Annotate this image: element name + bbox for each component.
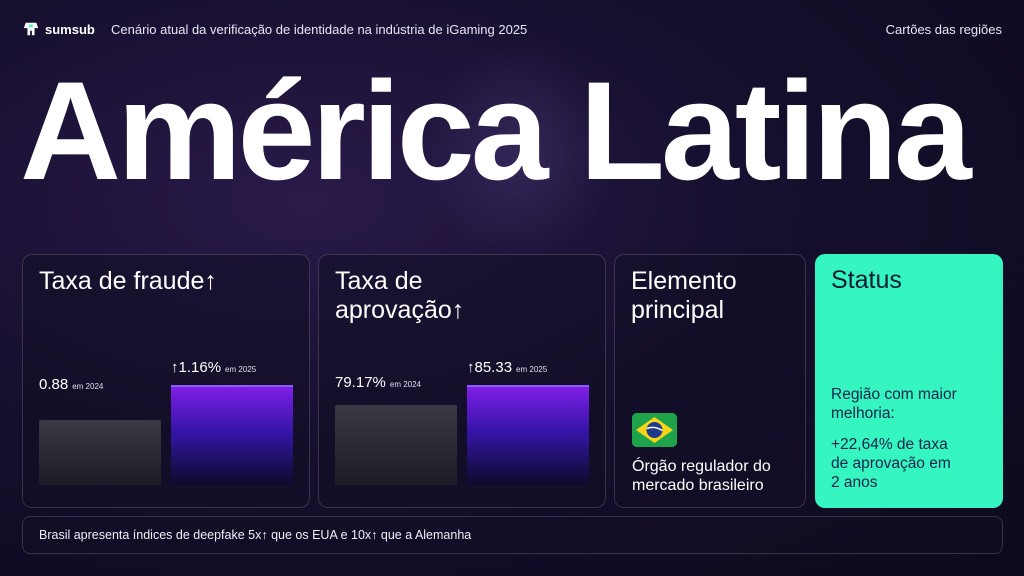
background-map-shape <box>420 40 620 260</box>
approval-2025-bar <box>467 385 589 485</box>
region-cards-link[interactable]: Cartões das regiões <box>885 22 1002 37</box>
sumsub-logo-icon <box>23 22 39 36</box>
approval-2024-bar <box>335 405 457 485</box>
brazil-flag-icon <box>632 413 677 447</box>
hero-title: América Latina <box>20 52 972 209</box>
fraud-rate-card: Taxa de fraude↑ 0.88 em 2024 ↑1.16% em 202… <box>22 254 310 508</box>
sumsub-logo[interactable]: sumsub <box>22 21 95 37</box>
top-bar: sumsub Cenário atual da verificação de i… <box>0 0 1024 60</box>
fraud-2024-bar <box>39 420 161 485</box>
fraud-2024-value: 0.88 em 2024 <box>39 376 104 393</box>
key-element-description: Órgão regulador do mercado brasileiro <box>632 458 771 494</box>
logo-text: sumsub <box>45 21 95 37</box>
approval-2024-value: 79.17% em 2024 <box>335 374 422 391</box>
approval-rate-title: Taxa de aprovação↑ <box>335 267 465 324</box>
fraud-rate-title: Taxa de fraude↑ <box>39 267 217 295</box>
key-element-card: Elemento principal <box>614 254 806 508</box>
footer-text: Brasil apresenta índices de deepfake 5x↑… <box>39 528 472 542</box>
report-title: Cenário atual da verificação de identida… <box>111 22 528 37</box>
fraud-2025-bar <box>171 385 293 485</box>
status-card: Status Região com maior melhoria: +22,64… <box>815 254 1003 508</box>
status-detail: +22,64% de taxa de aprovação em 2 anos <box>831 436 951 491</box>
key-element-title: Elemento principal <box>631 267 737 324</box>
approval-2025-value: ↑85.33 em 2025 <box>467 359 548 376</box>
status-highlight: Região com maior melhoria: <box>831 386 957 422</box>
approval-rate-card: Taxa de aprovação↑ 79.17% em 2024 ↑85.33 e… <box>318 254 606 508</box>
status-title: Status <box>831 266 902 294</box>
fraud-2025-value: ↑1.16% em 2025 <box>171 359 257 376</box>
deepfake-footer: Brasil apresenta índices de deepfake 5x↑… <box>22 516 1003 554</box>
